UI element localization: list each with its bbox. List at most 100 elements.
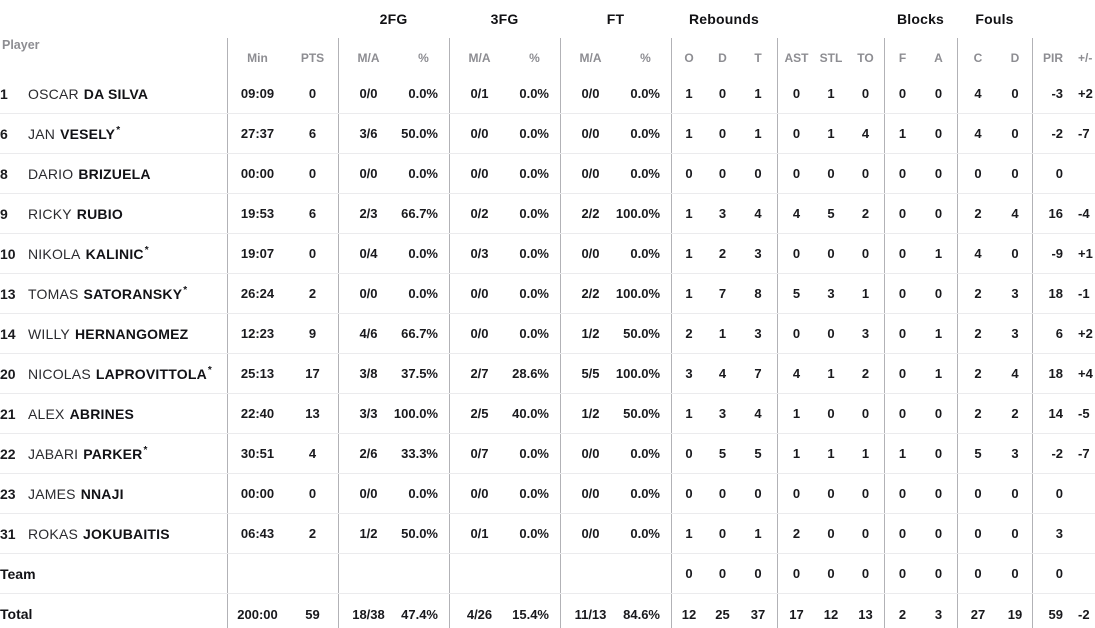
- player-row[interactable]: 21 ALEX ABRINES 22:40 13 3/3 100.0% 2/5 40.0% 1/2…: [0, 394, 1095, 434]
- cell-ft: 0/0: [560, 114, 620, 153]
- player-row[interactable]: 14 WILLY HERNANGOMEZ 12:23 9 4/6 66.7% 0/0 0.0% 1…: [0, 314, 1095, 354]
- cell-fg2: 0/4: [338, 234, 398, 273]
- player-cell[interactable]: 23 JAMES NNAJI: [0, 474, 227, 513]
- player-first-name: RICKY: [28, 205, 72, 222]
- cell-to: 2: [861, 206, 870, 221]
- jersey-number: 31: [0, 525, 16, 542]
- player-cell[interactable]: 10 NIKOLA KALINIC*: [0, 234, 227, 273]
- player-row[interactable]: 22 JABARI PARKER* 30:51 4 2/6 33.3% 0/7 0.0% 0/0 0…: [0, 434, 1095, 474]
- cell-t: 3: [754, 246, 762, 261]
- cell-fd: 3: [1011, 446, 1019, 461]
- player-first-name: JABARI: [28, 445, 79, 462]
- cell-t: 4: [754, 406, 762, 421]
- cell-to: 0: [861, 166, 870, 181]
- team-row: Team 0 0 0 0 0 0 0 0 0 0 0: [0, 554, 1095, 594]
- cell-fg2p: 0.0%: [408, 246, 438, 261]
- player-row[interactable]: 10 NIKOLA KALINIC* 19:07 0 0/4 0.0% 0/3 0.0% 0/0 0…: [0, 234, 1095, 274]
- cell-fc: 0: [957, 554, 998, 593]
- player-row[interactable]: 9 RICKY RUBIO 19:53 6 2/3 66.7% 0/2 0.0% 2/2 100.0…: [0, 194, 1095, 234]
- player-row[interactable]: 20 NICOLAS LAPROVITTOLA* 25:13 17 3/8 37.5% 2/7…: [0, 354, 1095, 394]
- cell-ft: 0/0: [560, 474, 620, 513]
- cell-fg2p: 0.0%: [408, 166, 438, 181]
- cell-fg2p: 50.0%: [401, 126, 438, 141]
- col-header-3fg-ma: M/A: [449, 38, 509, 74]
- total-row-label: Total: [0, 606, 33, 622]
- starter-asterisk: *: [207, 364, 212, 376]
- player-row[interactable]: 8 DARIO BRIZUELA 00:00 0 0/0 0.0% 0/0 0.0% 0/0 0.0…: [0, 154, 1095, 194]
- cell-t: 7: [754, 366, 762, 381]
- cell-fd: 4: [1011, 366, 1019, 381]
- player-last-name: NNAJI: [80, 485, 124, 502]
- cell-ast: 17: [777, 594, 815, 628]
- cell-d: 2: [718, 246, 727, 261]
- player-row[interactable]: 13 TOMAS SATORANSKY* 26:24 2 0/0 0.0% 0/0 0.0% 2/…: [0, 274, 1095, 314]
- cell-min: 22:40: [227, 394, 287, 433]
- cell-pir: 6: [1032, 314, 1072, 353]
- cell-fc: 2: [957, 354, 998, 393]
- player-cell[interactable]: 1 OSCAR DA SILVA: [0, 74, 227, 113]
- cell-d: 5: [718, 446, 727, 461]
- cell-fd: 0: [1011, 126, 1019, 141]
- cell-fc: 2: [957, 394, 998, 433]
- cell-to: 13: [858, 606, 873, 622]
- cell-stl: 0: [827, 566, 835, 581]
- player-cell[interactable]: 9 RICKY RUBIO: [0, 194, 227, 233]
- col-header-ft-pct: %: [640, 51, 651, 65]
- cell-min: 06:43: [227, 514, 287, 553]
- cell-stl: 1: [827, 126, 835, 141]
- col-header-fouls-d: D: [1010, 51, 1020, 65]
- cell-to: 0: [861, 526, 870, 541]
- cell-ft: 0/0: [560, 234, 620, 273]
- player-cell[interactable]: 21 ALEX ABRINES: [0, 394, 227, 433]
- cell-d: 0: [718, 526, 727, 541]
- col-header-2fg-pct: %: [418, 51, 429, 65]
- player-cell[interactable]: 13 TOMAS SATORANSKY*: [0, 274, 227, 313]
- player-cell[interactable]: 20 NICOLAS LAPROVITTOLA*: [0, 354, 227, 393]
- cell-ba: 0: [934, 566, 943, 581]
- cell-fg2: 4/6: [338, 314, 398, 353]
- cell-fg3: 0/0: [449, 474, 509, 513]
- cell-ast: 4: [777, 194, 815, 233]
- player-row[interactable]: 6 JAN VESELY* 27:37 6 3/6 50.0% 0/0 0.0% 0/0 0.0% 1…: [0, 114, 1095, 154]
- cell-fg3: 0/1: [449, 74, 509, 113]
- cell-pm: -7: [1078, 446, 1090, 461]
- cell-pir: 14: [1032, 394, 1072, 433]
- player-cell[interactable]: 6 JAN VESELY*: [0, 114, 227, 153]
- cell-o: 2: [671, 314, 706, 353]
- cell-ast: 1: [777, 394, 815, 433]
- starter-asterisk: *: [116, 124, 121, 136]
- cell-ft: 0/0: [560, 74, 620, 113]
- cell-pir: -2: [1032, 114, 1072, 153]
- player-cell[interactable]: 8 DARIO BRIZUELA: [0, 154, 227, 193]
- player-first-name: DARIO: [28, 165, 74, 182]
- col-header-min: Min: [227, 38, 287, 74]
- player-cell[interactable]: 22 JABARI PARKER*: [0, 434, 227, 473]
- cell-fg3: 0/2: [449, 194, 509, 233]
- jersey-number: 1: [0, 85, 8, 102]
- cell-pts: 6: [308, 206, 317, 221]
- cell-d: 3: [718, 406, 727, 421]
- cell-fg2: 1/2: [338, 514, 398, 553]
- cell-o: 1: [671, 114, 706, 153]
- col-header-fouls-c: C: [957, 38, 998, 74]
- player-row[interactable]: 1 OSCAR DA SILVA 09:09 0 0/0 0.0% 0/1 0.0% 0/0 0.0…: [0, 74, 1095, 114]
- player-last-name: RUBIO: [76, 205, 123, 222]
- player-row[interactable]: 23 JAMES NNAJI 00:00 0 0/0 0.0% 0/0 0.0% 0/0 0.0% 0…: [0, 474, 1095, 514]
- cell-fg2: 2/3: [338, 194, 398, 233]
- cell-ba: 1: [934, 246, 943, 261]
- player-cell[interactable]: 31 ROKAS JOKUBAITIS: [0, 514, 227, 553]
- player-cell[interactable]: 14 WILLY HERNANGOMEZ: [0, 314, 227, 353]
- cell-fg2: 3/3: [338, 394, 398, 433]
- cell-pts: 59: [305, 606, 320, 622]
- cell-min: [227, 554, 287, 593]
- cell-ftp: 0.0%: [630, 126, 660, 141]
- player-row[interactable]: 31 ROKAS JOKUBAITIS 06:43 2 1/2 50.0% 0/1 0.0% 0/…: [0, 514, 1095, 554]
- jersey-number: 8: [0, 165, 8, 182]
- cell-pts: 0: [308, 486, 317, 501]
- cell-ftp: 50.0%: [623, 406, 660, 421]
- jersey-number: 20: [0, 365, 16, 382]
- cell-fg3: 0/0: [449, 314, 509, 353]
- cell-fg3p: 0.0%: [519, 446, 549, 461]
- cell-to: 3: [861, 326, 870, 341]
- cell-fg2p: 37.5%: [401, 366, 438, 381]
